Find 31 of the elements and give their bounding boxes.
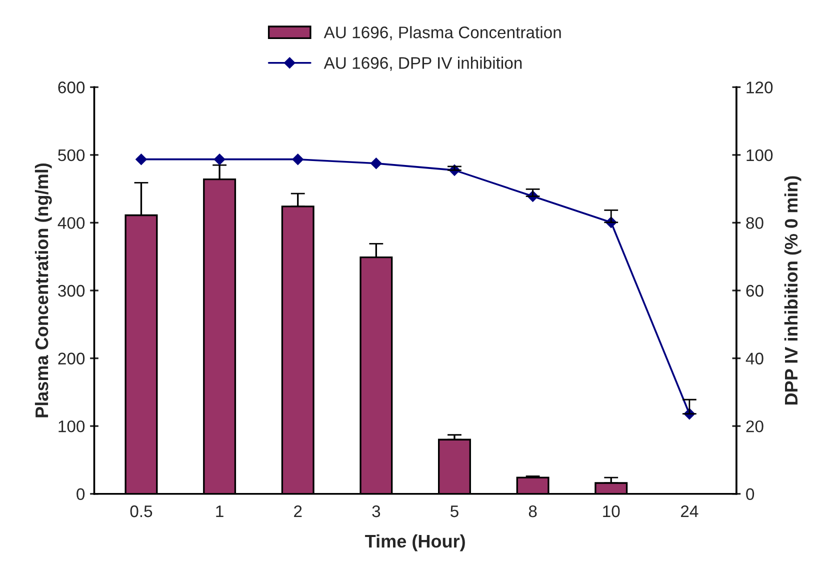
x-axis-title: Time (Hour)	[365, 534, 465, 552]
x-tick-label: 2	[294, 505, 302, 518]
y-tick-label: 600	[58, 82, 85, 94]
point	[370, 158, 382, 170]
y-tick-label: 200	[58, 352, 85, 364]
y2-tick-label: 120	[746, 82, 773, 94]
x-tick-label: 8	[528, 505, 537, 518]
x-tick-label: 10	[603, 505, 620, 518]
point	[292, 154, 304, 165]
point	[136, 154, 147, 165]
y2-tick-label: 80	[746, 217, 764, 229]
y-tick-label: 400	[58, 217, 85, 229]
x-tick-label: 1	[216, 506, 224, 518]
x-tick-label: 3	[372, 505, 380, 518]
y-tick-label: 500	[58, 149, 85, 162]
x-tick-label: 24	[681, 505, 698, 518]
y2-tick-label: 100	[746, 149, 773, 162]
x-tick-label: 5	[450, 506, 458, 518]
y2-tick-label: 60	[746, 284, 764, 297]
y2-tick-label: 40	[746, 352, 764, 364]
point	[214, 154, 226, 165]
legend-label: AU 1696, Plasma Concentration	[324, 26, 561, 40]
y2-tick-label: 20	[746, 420, 764, 432]
y-tick-label: 0	[76, 488, 85, 500]
x-tick-label: 0.5	[130, 505, 152, 518]
legend-label: AU 1696, DPP IV inhibition	[324, 56, 522, 71]
y-tick-label: 300	[58, 284, 85, 297]
y2-axis-title: DPP IV inhibition (% 0 min)	[784, 176, 802, 404]
y-tick-label: 100	[58, 420, 85, 432]
y-axis-title: Plasma Concentration (ng/ml)	[34, 163, 52, 418]
y2-tick-label: 0	[746, 488, 754, 500]
